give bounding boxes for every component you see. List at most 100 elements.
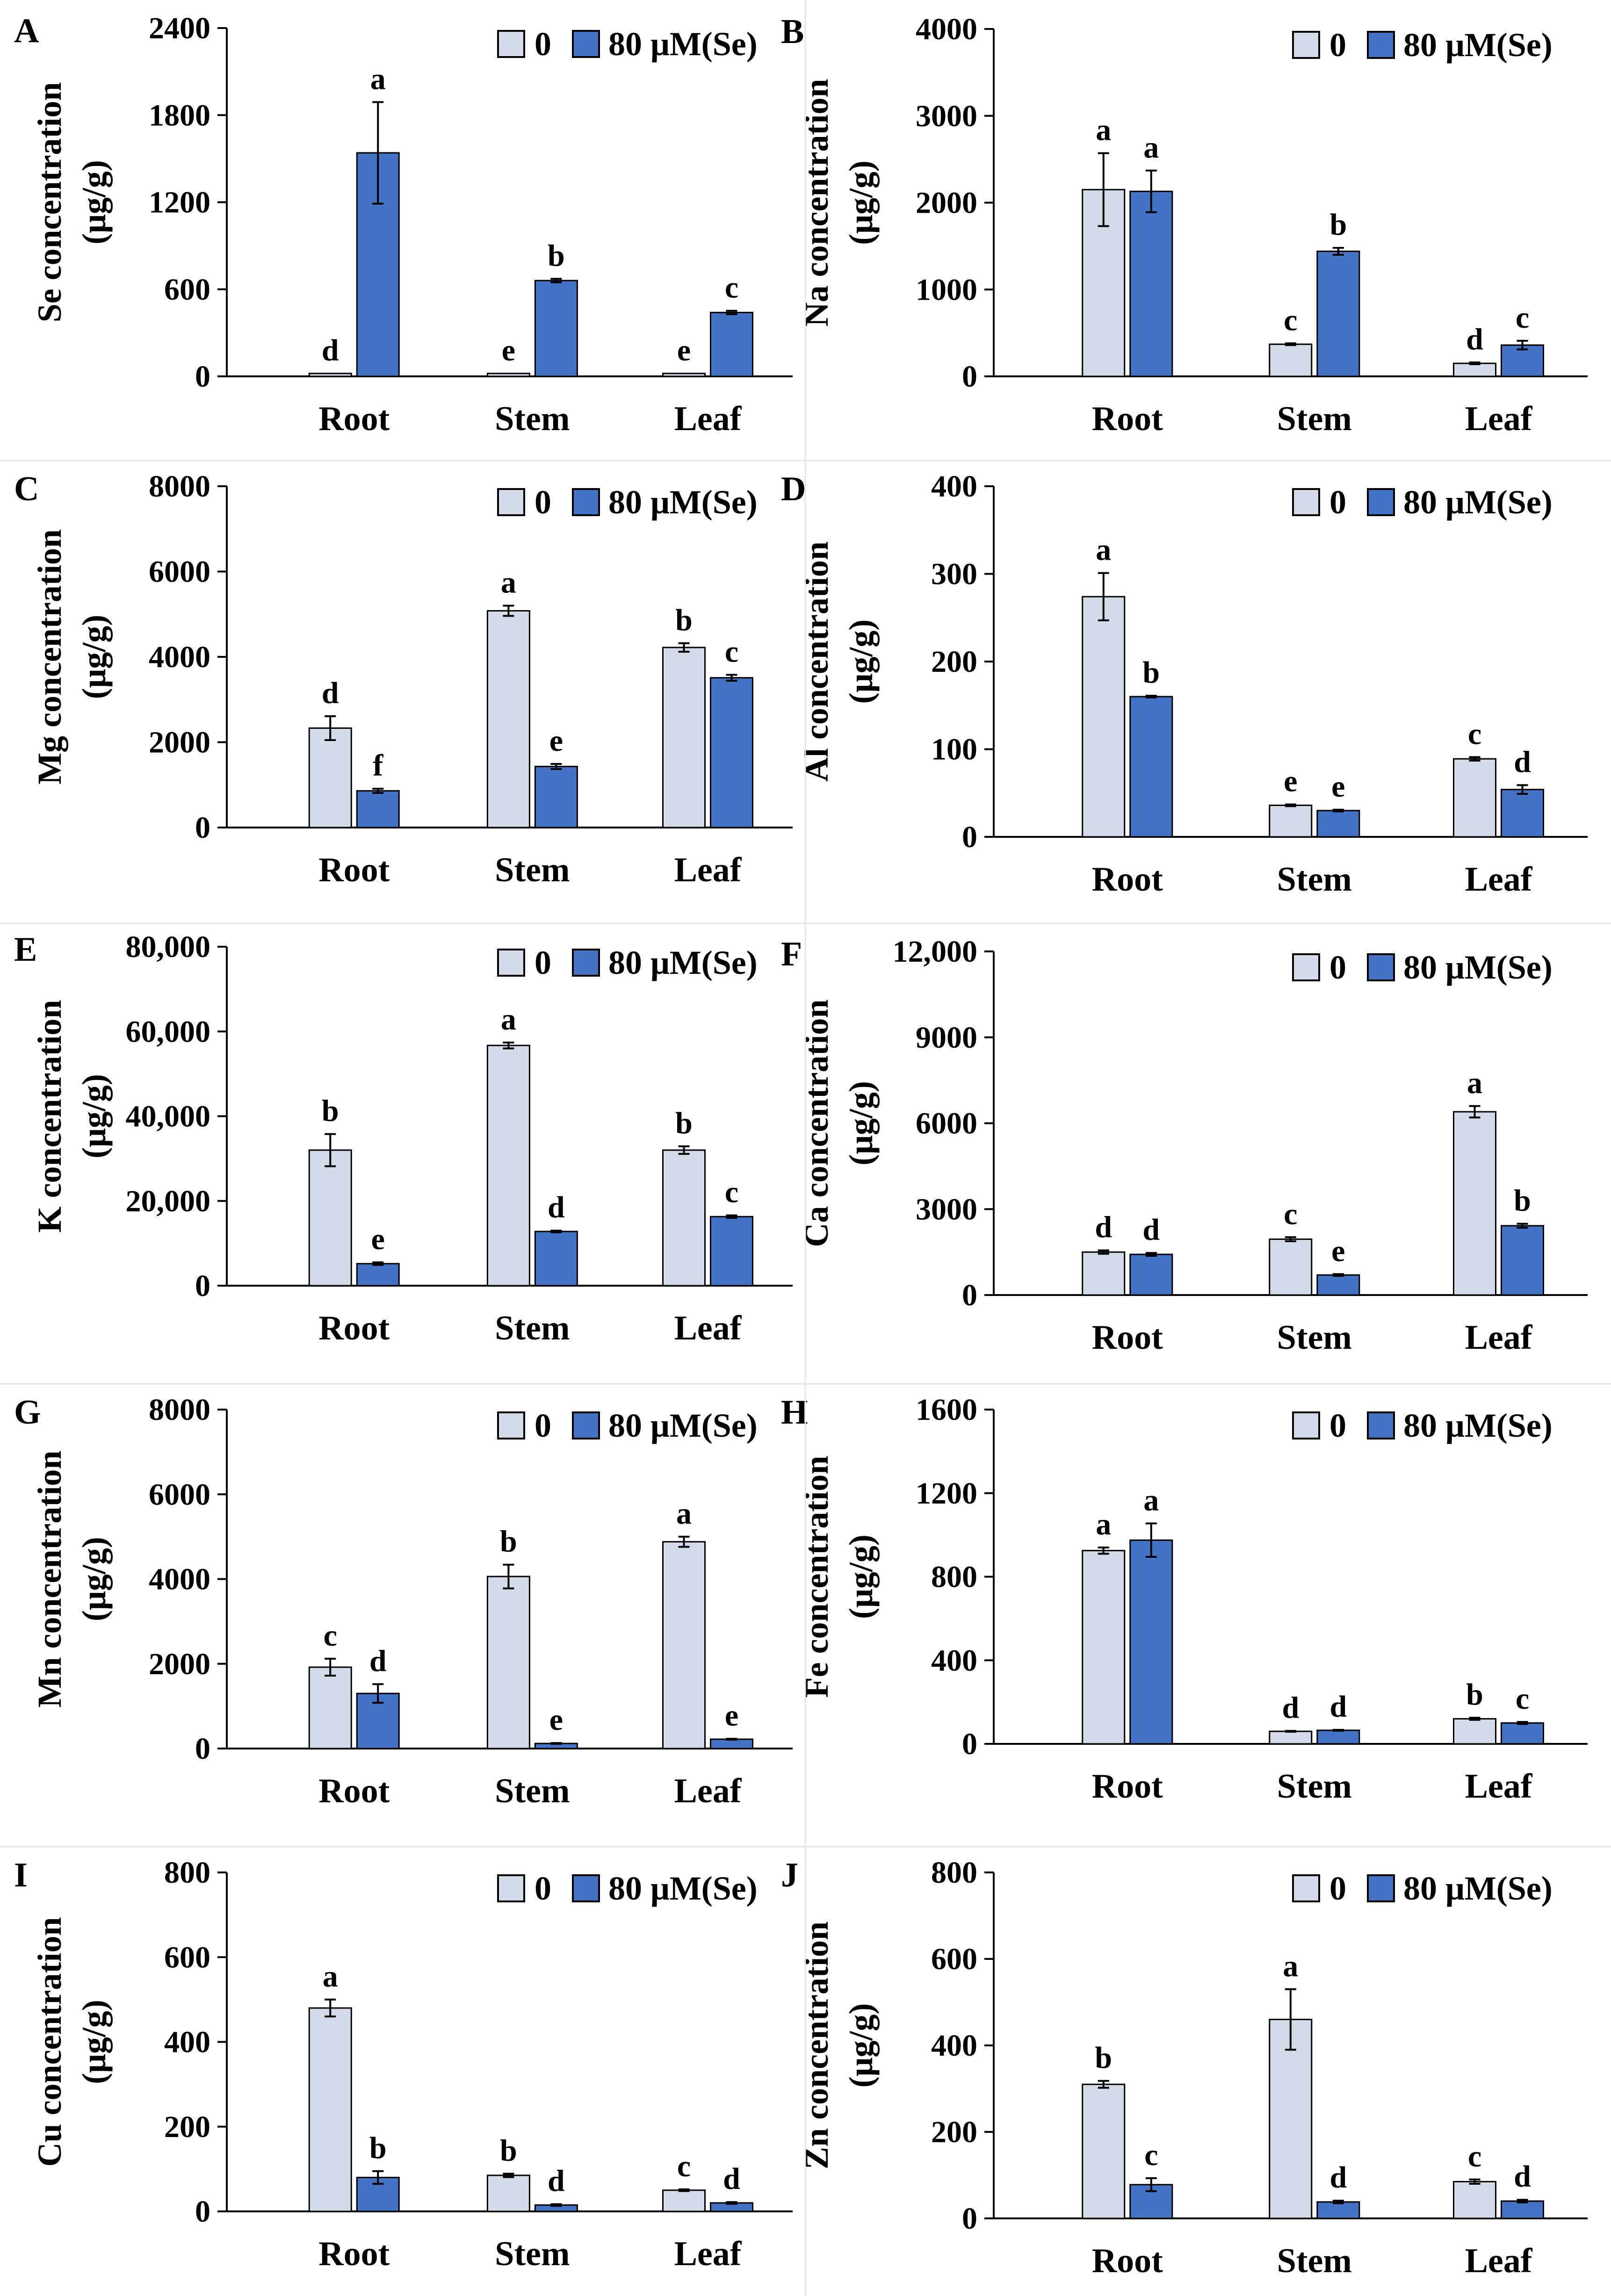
legend: 0 80 μM(Se) — [497, 944, 758, 981]
significance-letter: e — [371, 1222, 385, 1256]
significance-letter: b — [1514, 1183, 1531, 1217]
y-tick-label: 200 — [931, 645, 977, 679]
y-tick-label: 800 — [931, 1560, 977, 1594]
legend-swatch-control — [497, 1874, 525, 1902]
y-axis-unit: (μg/g) — [842, 1534, 880, 1619]
y-axis-unit: (μg/g) — [75, 1074, 113, 1159]
x-tick-label: Leaf — [1465, 860, 1533, 899]
significance-letter: c — [324, 1619, 337, 1653]
x-tick-label: Leaf — [674, 851, 742, 889]
bar — [1316, 810, 1360, 838]
panel-b: B Na concentration (μg/g) 0 1000 2000 3000 4000… — [781, 12, 1588, 438]
bar — [1129, 190, 1173, 377]
bar — [710, 311, 753, 377]
panel-letter: H — [781, 1393, 808, 1432]
significance-letter: a — [1096, 1507, 1111, 1541]
panel-letter: C — [14, 470, 39, 508]
significance-letter: b — [500, 2133, 517, 2167]
x-tick-label: Leaf — [674, 2235, 742, 2273]
y-tick-label: 200 — [931, 2115, 977, 2149]
bar — [1269, 1238, 1313, 1296]
legend: 0 80 μM(Se) — [497, 483, 758, 521]
y-tick-label: 8000 — [149, 1393, 210, 1427]
significance-letter: e — [1284, 764, 1297, 799]
bar — [356, 790, 400, 828]
bar — [308, 1666, 352, 1749]
y-tick-label: 6000 — [916, 1107, 977, 1141]
y-tick-label: 400 — [931, 469, 977, 504]
bar — [1082, 2083, 1126, 2219]
panel-letter: A — [14, 12, 39, 50]
y-tick-label: 1200 — [916, 1476, 977, 1511]
x-tick-label: Stem — [1277, 1767, 1352, 1806]
legend-swatch-control — [1292, 1874, 1320, 1902]
y-tick-label: 4000 — [149, 640, 210, 674]
y-tick-label: 1600 — [916, 1393, 977, 1427]
significance-letter: a — [501, 1002, 516, 1036]
y-tick-label: 800 — [931, 1856, 977, 1890]
significance-letter: b — [1095, 2041, 1112, 2075]
significance-letter: d — [548, 2164, 565, 2198]
y-axis-unit: (μg/g) — [842, 1081, 880, 1166]
bar — [1129, 1539, 1173, 1745]
legend-swatch-se — [572, 488, 600, 516]
x-tick-label: Root — [1092, 1767, 1163, 1806]
legend-swatch-se — [1367, 31, 1395, 59]
y-tick-label: 600 — [931, 1942, 977, 1976]
legend-swatch-control — [1292, 31, 1320, 59]
y-tick-label: 1800 — [149, 98, 210, 132]
x-tick-label: Leaf — [1465, 1318, 1533, 1357]
significance-letter: d — [1514, 745, 1531, 779]
y-tick-label: 600 — [164, 1940, 210, 1974]
legend-swatch-se — [1367, 488, 1395, 516]
bar — [1129, 696, 1173, 838]
significance-letter: b — [322, 1094, 339, 1128]
y-tick-label: 300 — [931, 557, 977, 591]
legend: 0 80 μM(Se) — [1292, 483, 1553, 521]
legend-swatch-control — [497, 1411, 525, 1439]
bar — [486, 1044, 530, 1287]
y-tick-label: 3000 — [916, 99, 977, 133]
panel-j: JZn concentration (μg/g) 0 200 400 600 800 Root… — [781, 1856, 1588, 2280]
legend-swatch-se — [572, 949, 600, 977]
bar — [662, 1541, 706, 1749]
y-tick-label: 12,000 — [893, 935, 978, 969]
y-axis-label: Ca concentration — [798, 1000, 835, 1247]
y-tick-label: 0 — [962, 820, 977, 854]
legend-label-se: 80 μM(Se) — [1403, 483, 1553, 521]
x-tick-label: Stem — [1277, 400, 1352, 438]
bar — [1453, 2181, 1496, 2219]
significance-letter: d — [1329, 1690, 1347, 1724]
x-tick-label: Leaf — [1465, 400, 1533, 438]
panel-h: H Fe concentration (μg/g) 0 400 800 1200 1600 Ro… — [781, 1393, 1588, 1806]
y-axis-label: Cu concentration — [31, 1917, 68, 2167]
bar — [308, 373, 352, 377]
y-tick-label: 8000 — [149, 469, 210, 504]
legend-label-control: 0 — [535, 1870, 551, 1907]
y-tick-label: 2000 — [916, 186, 977, 220]
significance-letter: a — [676, 1497, 692, 1531]
bar — [662, 1149, 706, 1287]
bar — [662, 373, 706, 377]
y-axis-unit: (μg/g) — [842, 160, 880, 245]
bar — [308, 1149, 352, 1287]
significance-letter: e — [549, 724, 563, 758]
significance-letter: b — [1466, 1677, 1483, 1712]
y-tick-label: 400 — [164, 2025, 210, 2059]
bar — [1269, 343, 1313, 377]
bar — [486, 2174, 530, 2212]
legend-label-control: 0 — [535, 944, 551, 981]
x-tick-label: Stem — [495, 400, 570, 438]
x-tick-label: Stem — [1277, 1318, 1352, 1357]
bar — [710, 1216, 753, 1287]
bar — [662, 2189, 706, 2212]
bar — [1501, 1722, 1544, 1745]
panel-g: G Mn concentration (μg/g) 0 2000 4000 6000 8000… — [14, 1393, 793, 1810]
significance-letter: f — [373, 749, 383, 783]
legend: 0 80 μM(Se) — [497, 1870, 758, 1907]
significance-letter: b — [1142, 655, 1160, 690]
x-tick-label: Leaf — [674, 1309, 742, 1347]
x-tick-label: Stem — [495, 851, 570, 889]
y-axis-label: Mg concentration — [31, 529, 68, 785]
